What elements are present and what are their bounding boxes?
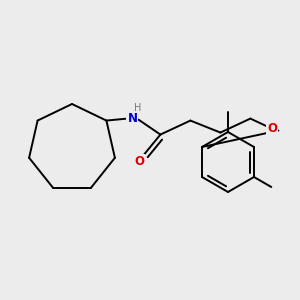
- Text: O: O: [134, 155, 144, 168]
- Text: N: N: [128, 112, 137, 125]
- Text: O: O: [267, 122, 278, 135]
- Text: H: H: [134, 103, 141, 112]
